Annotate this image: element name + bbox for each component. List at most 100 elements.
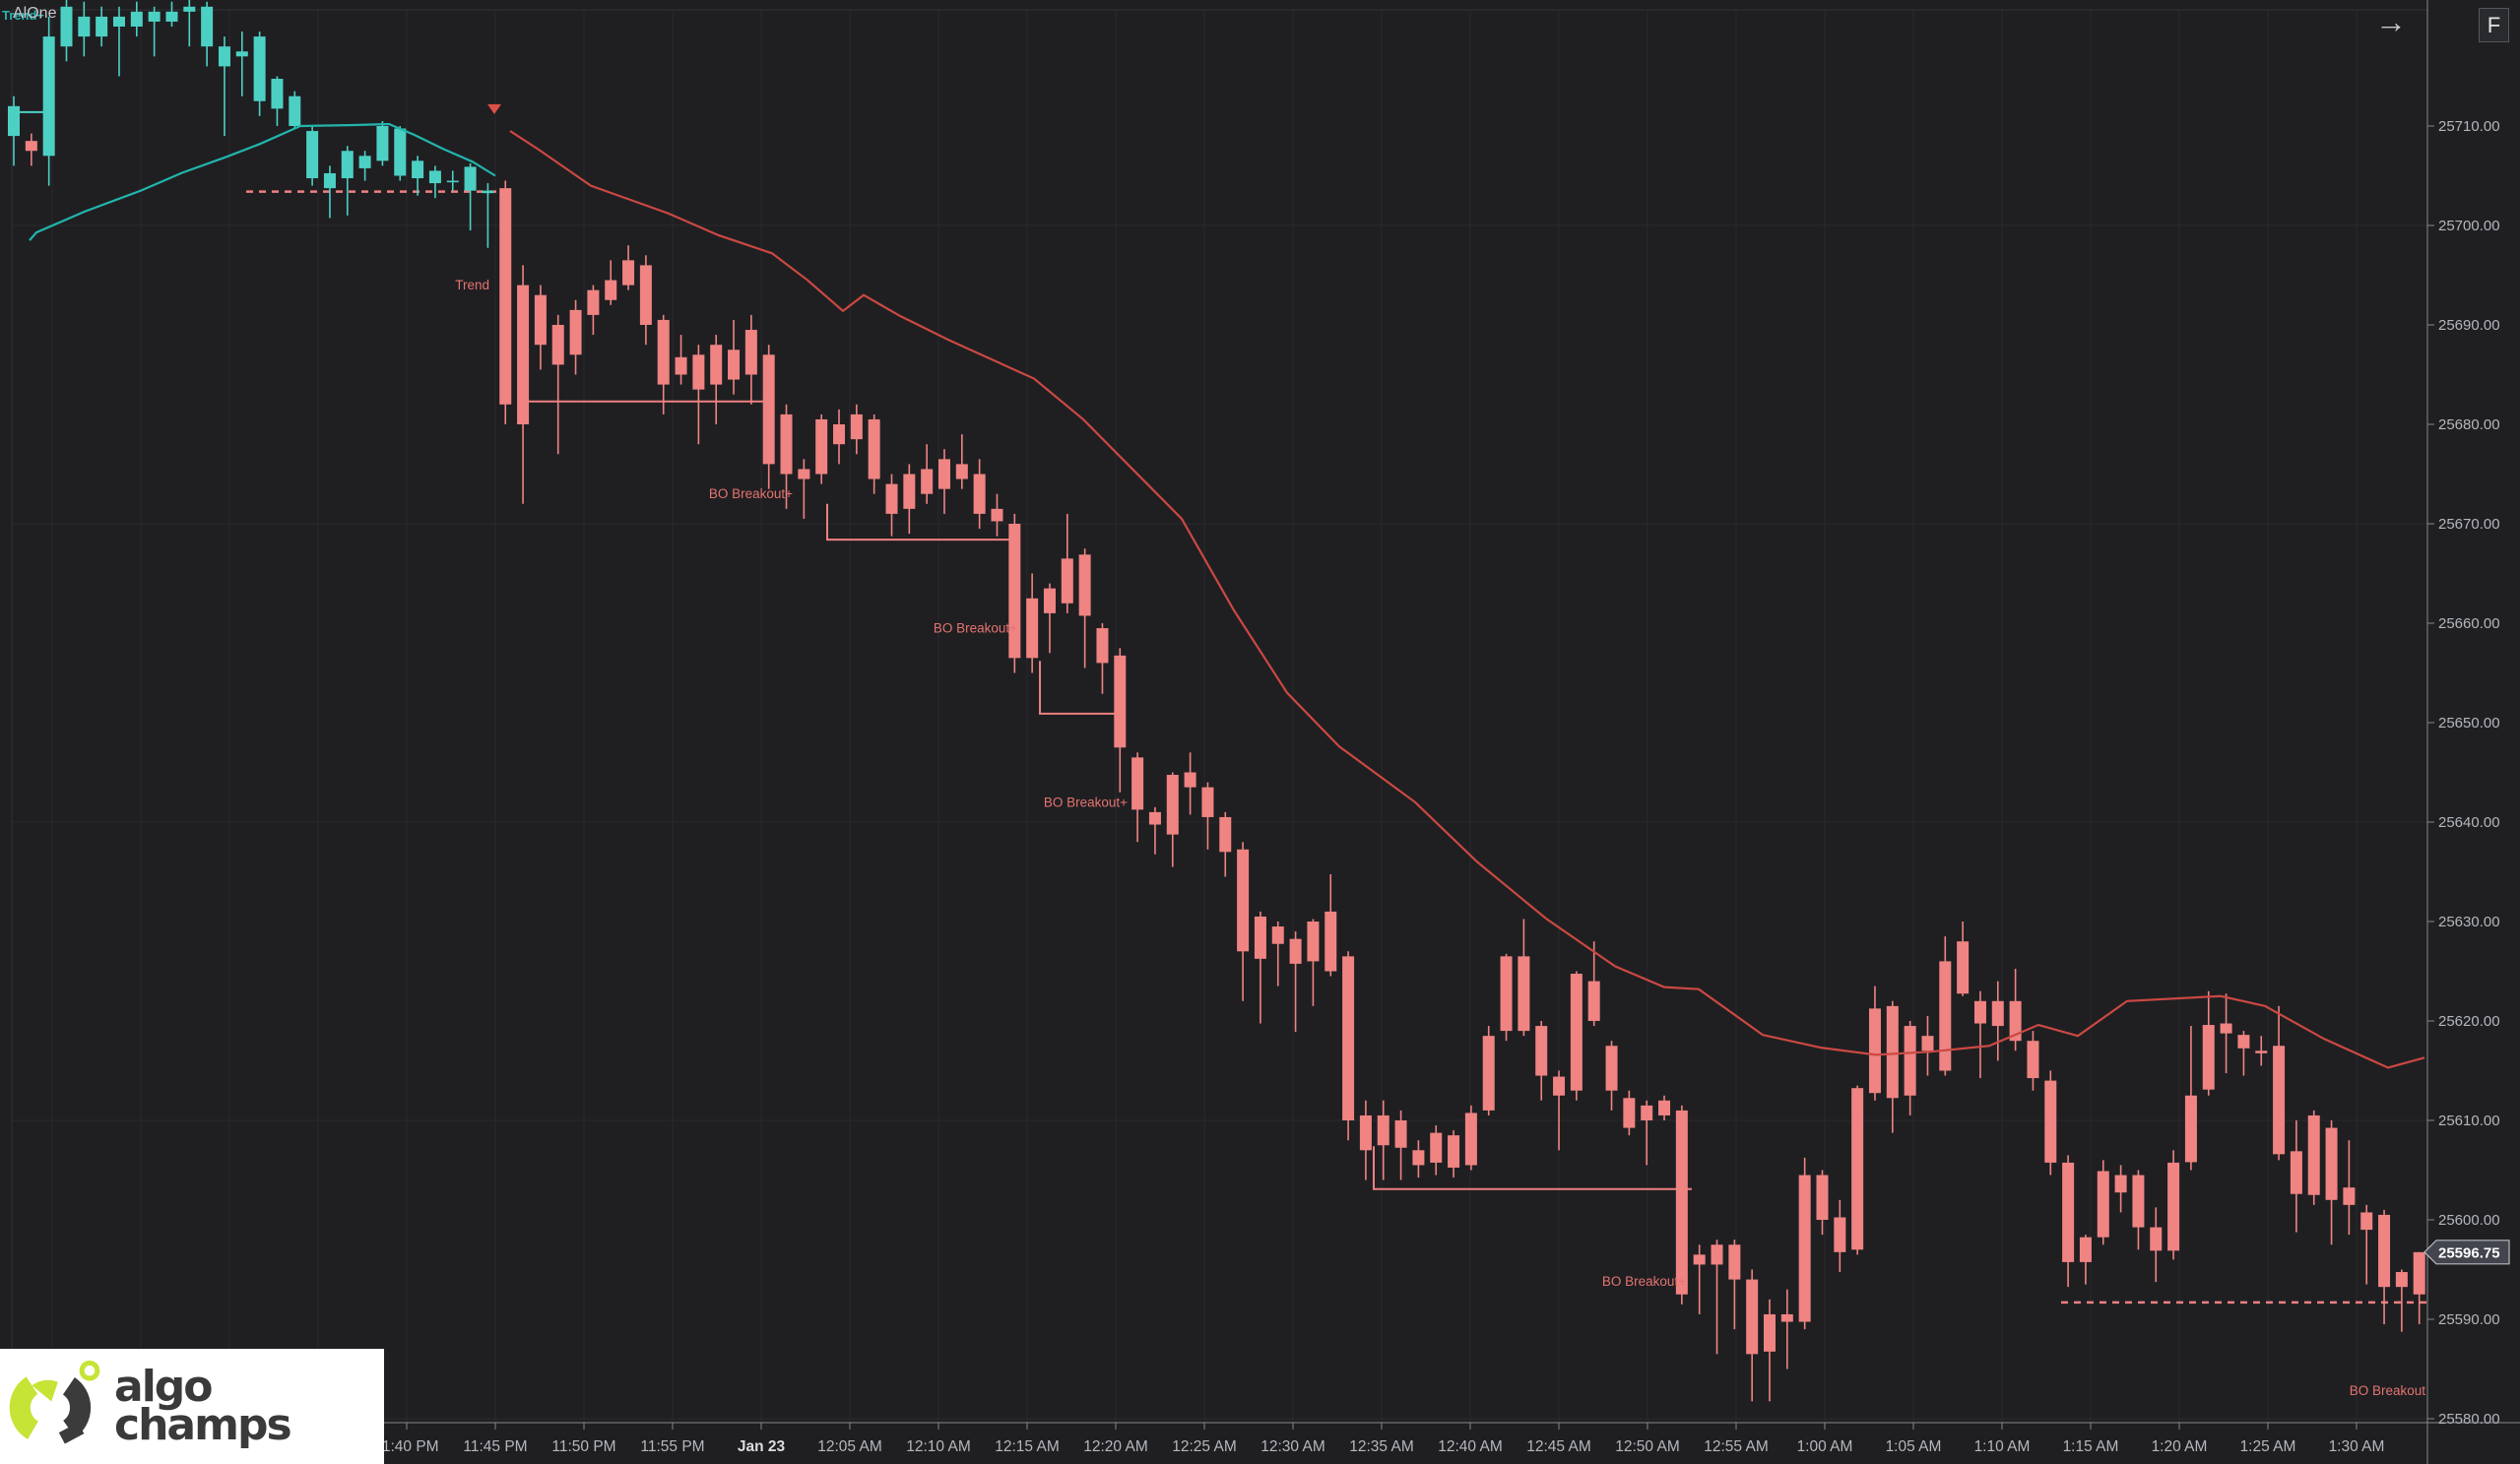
candle-body bbox=[1798, 1175, 1811, 1322]
candle-body bbox=[1886, 1005, 1899, 1099]
price-tick-label[interactable]: 25680.00 bbox=[2438, 416, 2500, 433]
candle-body bbox=[517, 285, 530, 424]
candle-body bbox=[25, 141, 37, 152]
price-tick-label[interactable]: 25630.00 bbox=[2438, 914, 2500, 930]
candle-body bbox=[551, 325, 564, 365]
candle-body bbox=[1553, 1076, 1566, 1096]
time-tick-label[interactable]: 1:00 AM bbox=[1797, 1438, 1853, 1455]
candle-body bbox=[201, 6, 214, 47]
time-tick-label[interactable]: 1:10 AM bbox=[1974, 1438, 2031, 1455]
time-tick-label[interactable]: 12:30 AM bbox=[1260, 1438, 1325, 1455]
logo-degree-ring bbox=[79, 1360, 100, 1381]
goto-realtime-arrow-icon[interactable]: → bbox=[2375, 4, 2407, 39]
time-tick-label[interactable]: Jan 23 bbox=[738, 1438, 786, 1455]
time-tick-label[interactable]: 11:45 PM bbox=[463, 1438, 527, 1455]
candle-body bbox=[358, 156, 371, 168]
time-tick-label[interactable]: 11:50 PM bbox=[551, 1438, 615, 1455]
candle-body bbox=[1675, 1110, 1688, 1295]
time-tick-label[interactable]: 1:15 AM bbox=[2063, 1438, 2119, 1455]
candle-body bbox=[1851, 1088, 1864, 1250]
candle-body bbox=[96, 16, 108, 37]
last-price-badge[interactable] bbox=[2423, 1240, 2510, 1265]
candle-body bbox=[341, 151, 354, 179]
time-tick-label[interactable]: 1:20 AM bbox=[2152, 1438, 2208, 1455]
signal-label: Trend bbox=[455, 278, 489, 292]
candle-body bbox=[1184, 772, 1196, 788]
algochamps-logo-text: algo champs bbox=[114, 1365, 292, 1445]
candle-body bbox=[8, 105, 20, 137]
candle-body bbox=[657, 319, 670, 385]
candle-body bbox=[1780, 1313, 1793, 1322]
trend-line-down bbox=[509, 130, 2425, 1069]
candle-body bbox=[1711, 1244, 1723, 1265]
candle-body bbox=[973, 474, 986, 514]
breakout-stop-line bbox=[1373, 1146, 1692, 1190]
candle-body bbox=[1939, 961, 1952, 1071]
price-tick-label[interactable]: 25710.00 bbox=[2438, 118, 2500, 135]
candle-body bbox=[2114, 1175, 2127, 1193]
candle-body bbox=[2132, 1175, 2145, 1228]
price-tick-label[interactable]: 25650.00 bbox=[2438, 715, 2500, 732]
candle-body bbox=[815, 418, 828, 475]
price-tick-label[interactable]: 25670.00 bbox=[2438, 516, 2500, 533]
time-tick-label[interactable]: 1:30 AM bbox=[2329, 1438, 2385, 1455]
candle-body bbox=[2062, 1162, 2075, 1262]
candle-body bbox=[1254, 916, 1266, 959]
price-tick-label[interactable]: 25620.00 bbox=[2438, 1013, 2500, 1030]
time-tick-label[interactable]: 1:25 AM bbox=[2240, 1438, 2296, 1455]
time-tick-label[interactable]: 12:15 AM bbox=[995, 1438, 1060, 1455]
price-tick-label[interactable]: 25590.00 bbox=[2438, 1311, 2500, 1328]
candle-body bbox=[1693, 1254, 1706, 1265]
time-tick-label[interactable]: 12:45 AM bbox=[1526, 1438, 1591, 1455]
candle-body bbox=[1237, 849, 1250, 952]
candle-body bbox=[2395, 1272, 2408, 1288]
time-tick-label[interactable]: 12:20 AM bbox=[1083, 1438, 1148, 1455]
candle-body bbox=[2325, 1127, 2338, 1200]
time-tick-label[interactable]: 12:55 AM bbox=[1704, 1438, 1769, 1455]
time-tick-label[interactable]: 12:40 AM bbox=[1438, 1438, 1503, 1455]
time-tick-label[interactable]: 11:40 PM bbox=[374, 1438, 438, 1455]
candle-body bbox=[112, 16, 125, 27]
candle-body bbox=[1921, 1036, 1934, 1051]
candle-body bbox=[1325, 911, 1337, 972]
price-tick-label[interactable]: 25600.00 bbox=[2438, 1212, 2500, 1229]
candle-body bbox=[885, 483, 898, 514]
candle-body bbox=[2167, 1162, 2180, 1251]
price-tick-label[interactable]: 25690.00 bbox=[2438, 317, 2500, 334]
candle-body bbox=[2079, 1237, 2092, 1262]
time-tick-label[interactable]: 12:50 AM bbox=[1615, 1438, 1680, 1455]
candle-body bbox=[446, 180, 459, 183]
time-tick-label[interactable]: 1:05 AM bbox=[1886, 1438, 1942, 1455]
signal-label: BO Breakout+ bbox=[709, 486, 793, 501]
time-tick-label[interactable]: 12:35 AM bbox=[1349, 1438, 1414, 1455]
price-tick-label[interactable]: 25610.00 bbox=[2438, 1113, 2500, 1129]
platform-f-logo-button[interactable]: F bbox=[2479, 8, 2509, 42]
time-tick-label[interactable]: 12:10 AM bbox=[906, 1438, 971, 1455]
time-tick-label[interactable]: 11:55 PM bbox=[640, 1438, 704, 1455]
time-tick-label[interactable]: 12:05 AM bbox=[817, 1438, 882, 1455]
price-tick-label[interactable]: 25640.00 bbox=[2438, 814, 2500, 831]
algochamps-logo: algo champs bbox=[0, 1349, 384, 1464]
candle-body bbox=[130, 11, 143, 27]
breakout-stop-line bbox=[1039, 661, 1126, 715]
candle-body bbox=[1482, 1036, 1495, 1111]
candle-body bbox=[1535, 1026, 1548, 1076]
candle-body bbox=[868, 418, 880, 479]
price-tick-label[interactable]: 25700.00 bbox=[2438, 218, 2500, 234]
logo-dark-arc bbox=[62, 1376, 92, 1437]
price-tick-label[interactable]: 25580.00 bbox=[2438, 1411, 2500, 1428]
candle-body bbox=[1342, 956, 1355, 1120]
candle-body bbox=[1658, 1100, 1671, 1115]
time-tick-label[interactable]: 12:25 AM bbox=[1172, 1438, 1237, 1455]
signal-label: BO Breakout+ bbox=[1602, 1274, 1686, 1289]
candle-body bbox=[903, 474, 916, 509]
candle-body bbox=[289, 95, 301, 126]
signal-label: BO Breakout+ bbox=[934, 621, 1017, 636]
candle-body bbox=[1307, 922, 1320, 962]
candle-body bbox=[1412, 1150, 1425, 1166]
logo-lime-arc bbox=[9, 1375, 39, 1439]
candle-body bbox=[1587, 981, 1600, 1021]
price-tick-label[interactable]: 25660.00 bbox=[2438, 615, 2500, 632]
candle-body bbox=[253, 36, 266, 101]
